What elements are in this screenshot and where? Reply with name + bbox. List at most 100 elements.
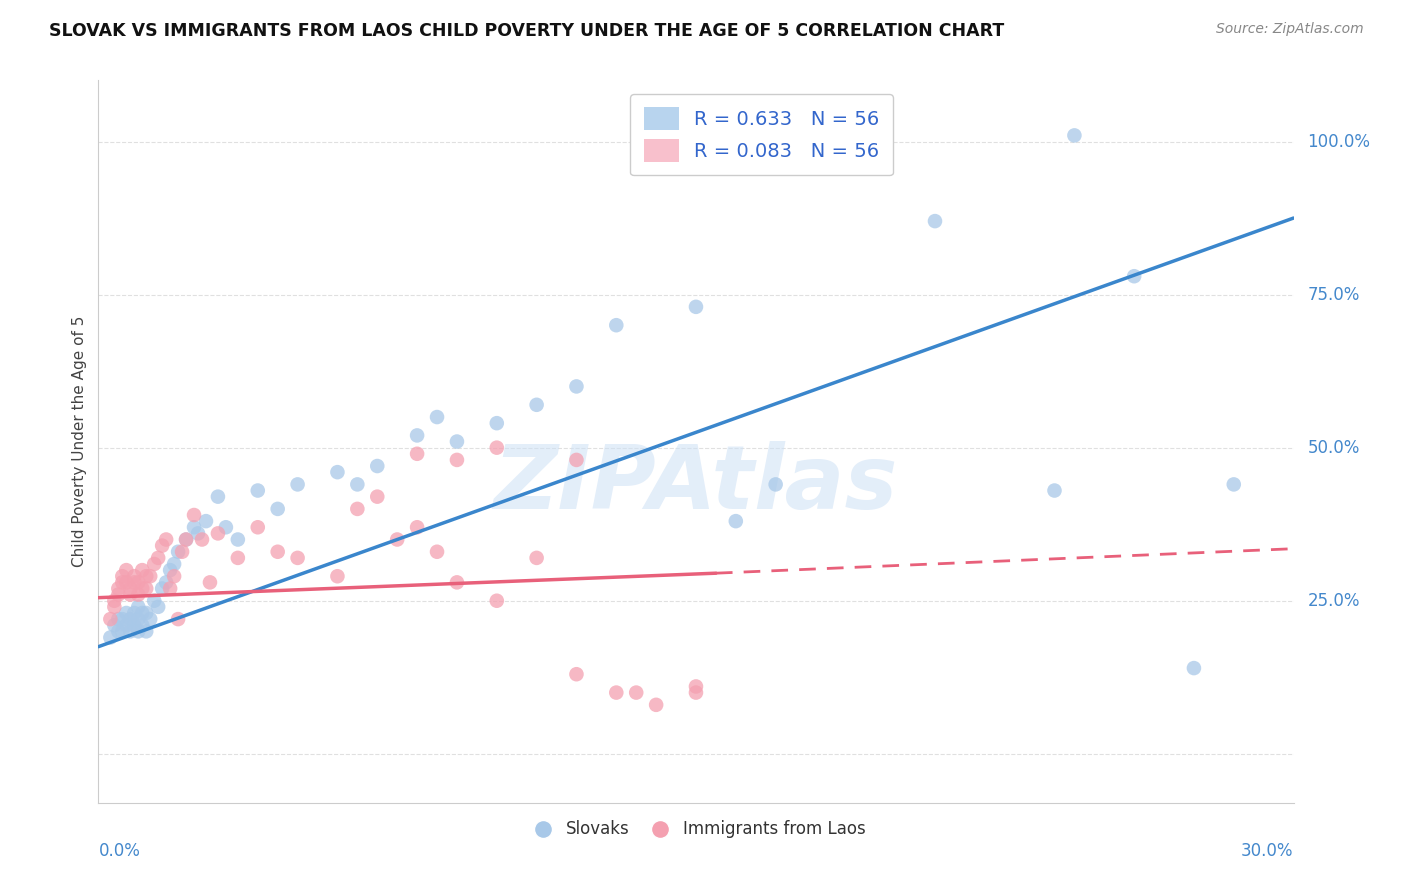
Text: 100.0%: 100.0% <box>1308 133 1371 151</box>
Point <box>485 441 508 455</box>
Point <box>346 502 368 516</box>
Point <box>120 612 142 626</box>
Point <box>685 300 707 314</box>
Point <box>143 593 166 607</box>
Legend: Slovaks, Immigrants from Laos: Slovaks, Immigrants from Laos <box>519 814 873 845</box>
Point <box>207 490 229 504</box>
Point <box>127 612 149 626</box>
Point <box>326 465 349 479</box>
Point <box>195 514 218 528</box>
Text: 25.0%: 25.0% <box>1308 591 1360 610</box>
Text: 50.0%: 50.0% <box>1308 439 1360 457</box>
Point <box>226 533 249 547</box>
Point <box>426 545 449 559</box>
Point <box>526 398 548 412</box>
Point <box>485 593 508 607</box>
Point <box>124 575 146 590</box>
Point <box>346 477 368 491</box>
Point <box>107 582 129 596</box>
Point <box>287 477 309 491</box>
Point <box>107 612 129 626</box>
Text: SLOVAK VS IMMIGRANTS FROM LAOS CHILD POVERTY UNDER THE AGE OF 5 CORRELATION CHAR: SLOVAK VS IMMIGRANTS FROM LAOS CHILD POV… <box>49 22 1004 40</box>
Point <box>127 599 149 614</box>
Point <box>446 453 468 467</box>
Point <box>103 599 125 614</box>
Point <box>107 588 129 602</box>
Point <box>115 563 138 577</box>
Text: ZIPAtlas: ZIPAtlas <box>494 442 898 528</box>
Point <box>605 685 627 699</box>
Point <box>131 563 153 577</box>
Point <box>1223 477 1246 491</box>
Point <box>183 520 205 534</box>
Point <box>163 569 186 583</box>
Point <box>163 557 186 571</box>
Point <box>127 575 149 590</box>
Point <box>215 520 238 534</box>
Point <box>111 612 134 626</box>
Text: Source: ZipAtlas.com: Source: ZipAtlas.com <box>1216 22 1364 37</box>
Point <box>1043 483 1066 498</box>
Point <box>485 416 508 430</box>
Point <box>406 520 429 534</box>
Point <box>246 483 269 498</box>
Point <box>103 593 125 607</box>
Point <box>124 606 146 620</box>
Text: 0.0%: 0.0% <box>98 842 141 860</box>
Point <box>685 685 707 699</box>
Point <box>187 526 209 541</box>
Point <box>267 545 290 559</box>
Point <box>366 458 388 473</box>
Point <box>115 575 138 590</box>
Point <box>111 575 134 590</box>
Point <box>526 550 548 565</box>
Point <box>645 698 668 712</box>
Point <box>111 569 134 583</box>
Point <box>135 606 157 620</box>
Point <box>174 533 197 547</box>
Point <box>685 680 707 694</box>
Point <box>207 526 229 541</box>
Point <box>131 582 153 596</box>
Point <box>139 612 162 626</box>
Text: 30.0%: 30.0% <box>1241 842 1294 860</box>
Point <box>103 618 125 632</box>
Point <box>267 502 290 516</box>
Point <box>724 514 747 528</box>
Point <box>107 624 129 639</box>
Point <box>605 318 627 333</box>
Point <box>446 434 468 449</box>
Point <box>98 612 122 626</box>
Point <box>143 557 166 571</box>
Point <box>120 624 142 639</box>
Point <box>135 624 157 639</box>
Point <box>765 477 787 491</box>
Point <box>1182 661 1205 675</box>
Point <box>124 618 146 632</box>
Point <box>135 582 157 596</box>
Point <box>183 508 205 522</box>
Point <box>626 685 648 699</box>
Text: 75.0%: 75.0% <box>1308 285 1360 303</box>
Point <box>426 410 449 425</box>
Point <box>127 588 149 602</box>
Point <box>191 533 214 547</box>
Point <box>150 582 173 596</box>
Point <box>167 612 190 626</box>
Point <box>115 606 138 620</box>
Point <box>1123 269 1146 284</box>
Point <box>446 575 468 590</box>
Point <box>120 582 142 596</box>
Point <box>1063 128 1085 143</box>
Point <box>159 582 181 596</box>
Point <box>127 624 149 639</box>
Point <box>406 447 429 461</box>
Y-axis label: Child Poverty Under the Age of 5: Child Poverty Under the Age of 5 <box>72 316 87 567</box>
Point <box>131 618 153 632</box>
Point <box>924 214 946 228</box>
Point <box>167 545 190 559</box>
Point <box>155 575 177 590</box>
Point <box>366 490 388 504</box>
Point <box>565 453 588 467</box>
Point <box>198 575 221 590</box>
